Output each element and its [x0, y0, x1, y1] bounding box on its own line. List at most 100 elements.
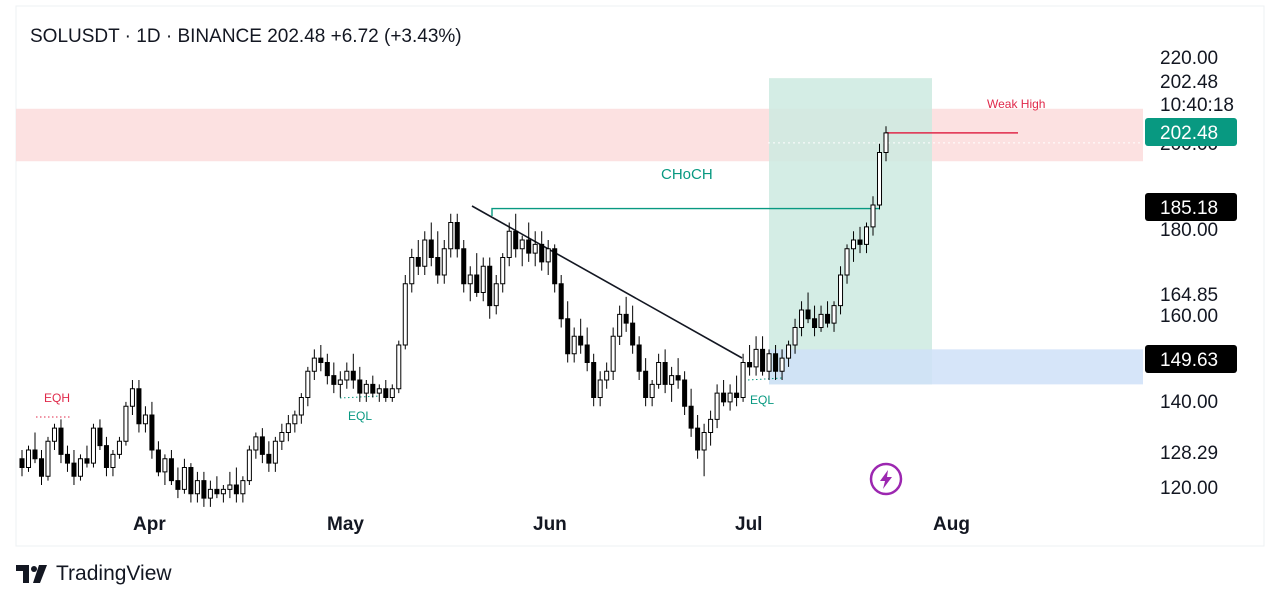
- candle-body: [722, 393, 726, 402]
- candle-body: [871, 205, 875, 227]
- candle-body: [455, 223, 459, 249]
- candle-body: [91, 428, 95, 463]
- candle-body: [683, 380, 687, 406]
- header-change-pct: (+3.43%): [384, 26, 462, 47]
- candle-body: [449, 223, 453, 249]
- candle-body: [39, 459, 43, 477]
- eql-left-label: EQL: [348, 409, 372, 423]
- header-exchange: BINANCE: [177, 26, 261, 47]
- candle-body: [579, 336, 583, 345]
- candle-body: [345, 371, 349, 380]
- candle-body: [839, 275, 843, 306]
- candle-body: [85, 459, 89, 463]
- candle-body: [728, 393, 732, 402]
- candle-body: [650, 384, 654, 397]
- candle-body: [234, 485, 238, 494]
- candle-body: [176, 481, 180, 490]
- candle-body: [72, 463, 76, 476]
- candle-body: [182, 468, 186, 490]
- candle-body: [384, 389, 388, 398]
- candle-body: [540, 244, 544, 262]
- candle-body: [20, 459, 24, 468]
- candle-body: [553, 249, 557, 284]
- candle-body: [806, 310, 810, 319]
- candle-body: [572, 336, 576, 354]
- price-label-164-85: 164.85: [1160, 285, 1218, 306]
- price-label-220: 220.00: [1160, 48, 1218, 69]
- candle-body: [800, 310, 804, 328]
- price-tag-current-text: 202.48: [1160, 123, 1218, 144]
- candle-body: [319, 358, 323, 362]
- candle-body: [59, 428, 63, 454]
- candle-body: [644, 371, 648, 397]
- candle-body: [98, 428, 102, 446]
- candle-body: [442, 249, 446, 275]
- candle-body: [202, 481, 206, 499]
- candle-body: [130, 389, 134, 407]
- candle-body: [670, 376, 674, 385]
- price-tag-choch-text: 185.18: [1160, 198, 1218, 219]
- candle-body: [189, 468, 193, 494]
- candle-body: [221, 489, 225, 493]
- candle-body: [429, 240, 433, 258]
- candle-body: [787, 345, 791, 358]
- candle-body: [169, 459, 173, 481]
- candle-body: [215, 489, 219, 493]
- candle-body: [663, 363, 667, 385]
- candle-body: [527, 240, 531, 253]
- candle-body: [585, 345, 589, 363]
- chart-header: SOLUSDT · 1D · BINANCE 202.48 +6.72 (+3.…: [30, 26, 462, 47]
- price-label-160: 160.00: [1160, 306, 1218, 327]
- candle-body: [819, 314, 823, 327]
- candle-body: [631, 323, 635, 345]
- time-label-aug: Aug: [933, 514, 970, 535]
- candle-body: [312, 358, 316, 371]
- candle-body: [137, 389, 141, 424]
- time-label-jul: Jul: [735, 514, 762, 535]
- candle-body: [884, 133, 888, 153]
- candle-body: [618, 314, 622, 336]
- candle-body: [748, 363, 752, 367]
- eqh-label: EQH: [44, 391, 70, 405]
- candle-body: [208, 489, 212, 498]
- candle-body: [468, 275, 472, 284]
- candle-body: [546, 249, 550, 262]
- price-label-180: 180.00: [1160, 220, 1218, 241]
- price-label-128-29: 128.29: [1160, 443, 1218, 464]
- time-label-apr: Apr: [133, 514, 166, 535]
- candle-body: [709, 419, 713, 432]
- candle-body: [494, 284, 498, 306]
- candle-body: [104, 446, 108, 468]
- candle-body: [559, 284, 563, 319]
- price-label-202-48: 202.48: [1160, 72, 1218, 93]
- candle-body: [481, 266, 485, 292]
- time-label-jun: Jun: [533, 514, 567, 535]
- candle-body: [877, 153, 881, 206]
- candle-body: [624, 314, 628, 323]
- candle-body: [26, 450, 30, 468]
- candle-body: [533, 244, 537, 253]
- candle-body: [163, 459, 167, 472]
- candle-body: [741, 363, 745, 398]
- candle-body: [864, 227, 868, 245]
- candle-body: [475, 275, 479, 293]
- candle-body: [715, 393, 719, 419]
- candle-body: [696, 428, 700, 450]
- price-label-120: 120.00: [1160, 478, 1218, 499]
- candle-body: [462, 249, 466, 284]
- candle-body: [832, 306, 836, 324]
- candle-body: [33, 450, 37, 459]
- candle-body: [754, 349, 758, 367]
- header-sep-1: ·: [119, 26, 136, 47]
- candle-body: [611, 336, 615, 371]
- candle-body: [65, 454, 69, 463]
- candle-body: [676, 376, 680, 380]
- candle-body: [657, 363, 661, 385]
- candle-body: [124, 406, 128, 441]
- brand[interactable]: TradingView: [16, 560, 172, 588]
- candle-body: [598, 380, 602, 398]
- candle-body: [416, 258, 420, 267]
- candle-body: [436, 258, 440, 276]
- candle-body: [403, 284, 407, 345]
